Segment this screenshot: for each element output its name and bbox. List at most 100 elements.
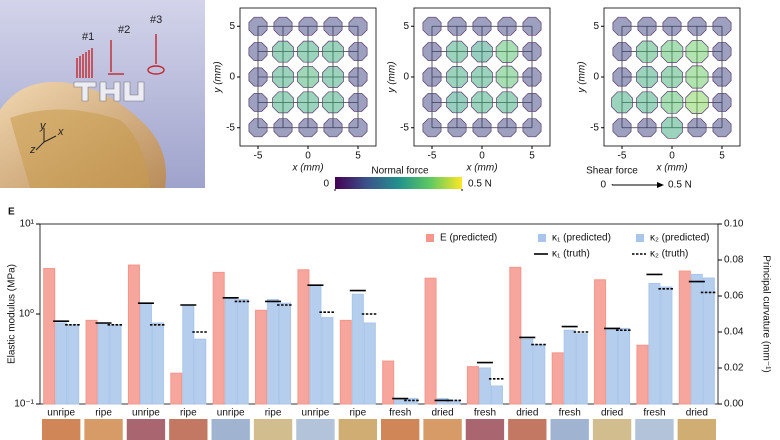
panel-label: E — [8, 207, 15, 218]
normal-force-title: Normal force — [371, 166, 429, 177]
x-tick-label: -5 — [254, 151, 263, 162]
bar — [194, 338, 207, 405]
force-cell — [522, 42, 542, 62]
legend-label: κ₂ (truth) — [650, 249, 688, 260]
sample-photo — [84, 419, 123, 440]
y-tick-label: 10⁻¹ — [14, 399, 34, 410]
bar — [224, 297, 237, 405]
y-tick-label: 10¹ — [20, 219, 35, 230]
legend-swatch — [538, 234, 546, 242]
bar — [466, 366, 479, 405]
x-axis-label: x (mm) — [291, 163, 323, 174]
force-cell — [660, 40, 684, 63]
bar — [309, 284, 322, 405]
sample-photo — [296, 419, 335, 440]
x-tick-label: ripe — [349, 408, 366, 419]
x-axis-label: x (mm) — [655, 163, 687, 174]
sample-photo — [211, 419, 250, 440]
force-cell — [612, 67, 632, 87]
force-cell — [472, 118, 492, 138]
bar — [533, 344, 546, 405]
axis-x: x — [57, 126, 64, 138]
bar — [594, 279, 607, 405]
bar — [660, 286, 673, 405]
bar — [702, 277, 715, 405]
colorbar-tick-label: 0 — [323, 179, 329, 190]
force-cell — [687, 118, 707, 138]
bar — [55, 322, 68, 405]
axis-y: y — [39, 120, 47, 132]
force-cell — [496, 91, 518, 114]
sample-photo — [677, 419, 716, 440]
force-cell — [660, 65, 684, 89]
x-axis-label: x (mm) — [465, 163, 497, 174]
bar — [139, 302, 152, 405]
force-cell — [612, 118, 632, 138]
force-cell — [612, 16, 632, 36]
y2-tick-label: 0.08 — [724, 255, 744, 266]
force-cell — [422, 67, 442, 87]
force-cell — [422, 16, 442, 36]
force-cell — [248, 16, 268, 36]
force-cell — [660, 91, 684, 114]
x-tick-label: 0 — [305, 151, 311, 162]
sample-photo — [338, 419, 377, 440]
force-cell — [323, 16, 343, 36]
label-1: #1 — [82, 31, 94, 43]
bar — [478, 367, 491, 405]
shear-arrowhead — [657, 182, 664, 188]
x-tick-label: dried — [516, 408, 538, 419]
x-tick-label: 5 — [355, 151, 361, 162]
force-cell — [447, 16, 467, 36]
force-cell — [712, 92, 732, 112]
bar — [151, 322, 164, 405]
force-cell — [712, 67, 732, 87]
bar — [436, 398, 449, 405]
force-cell — [322, 66, 344, 88]
y-tick-label: 5 — [229, 21, 235, 32]
colorbar — [335, 177, 462, 189]
sample-photo — [508, 419, 547, 440]
y-tick-label: 0 — [403, 72, 409, 83]
y-axis-label: y (mm) — [213, 61, 224, 93]
bar — [618, 327, 631, 405]
force-cell — [685, 40, 709, 64]
force-cell — [471, 40, 493, 63]
force-cell — [348, 118, 368, 138]
y-axis-label: y (mm) — [387, 61, 398, 93]
force-cell — [636, 91, 658, 114]
x-tick-label: 0 — [479, 151, 485, 162]
force-cell — [471, 91, 493, 114]
legend-label: E (predicted) — [440, 233, 497, 244]
force-cell — [323, 118, 343, 138]
force-cell — [687, 16, 707, 36]
force-cell — [522, 67, 542, 87]
bar — [321, 317, 334, 405]
force-cell — [272, 91, 294, 114]
x-tick-label: ripe — [180, 408, 197, 419]
y-tick-label: -5 — [400, 122, 409, 133]
legend-label: κ₁ (predicted) — [552, 233, 611, 244]
legend-swatch — [426, 234, 434, 242]
force-cell — [248, 42, 268, 62]
y2-axis-label: Principal curvature (mm⁻¹) — [760, 255, 771, 373]
x-tick-label: 0 — [669, 151, 675, 162]
force-cell — [635, 40, 659, 63]
bar — [648, 282, 661, 405]
bar — [182, 304, 195, 405]
force-cell — [296, 65, 320, 89]
force-cell — [471, 66, 493, 88]
force-cell — [248, 118, 268, 138]
force-cell — [472, 16, 492, 36]
y-axis-label: y (mm) — [577, 61, 588, 93]
force-cell — [637, 16, 657, 36]
bar — [297, 269, 310, 405]
sample-photo — [381, 419, 420, 440]
x-tick-label: fresh — [474, 408, 496, 419]
bar — [490, 385, 503, 405]
force-cell — [348, 42, 368, 62]
shear-tick-label: 0.5 N — [668, 180, 692, 191]
sample-photo — [592, 419, 632, 440]
bar — [636, 344, 649, 405]
press-arrows — [76, 34, 165, 78]
